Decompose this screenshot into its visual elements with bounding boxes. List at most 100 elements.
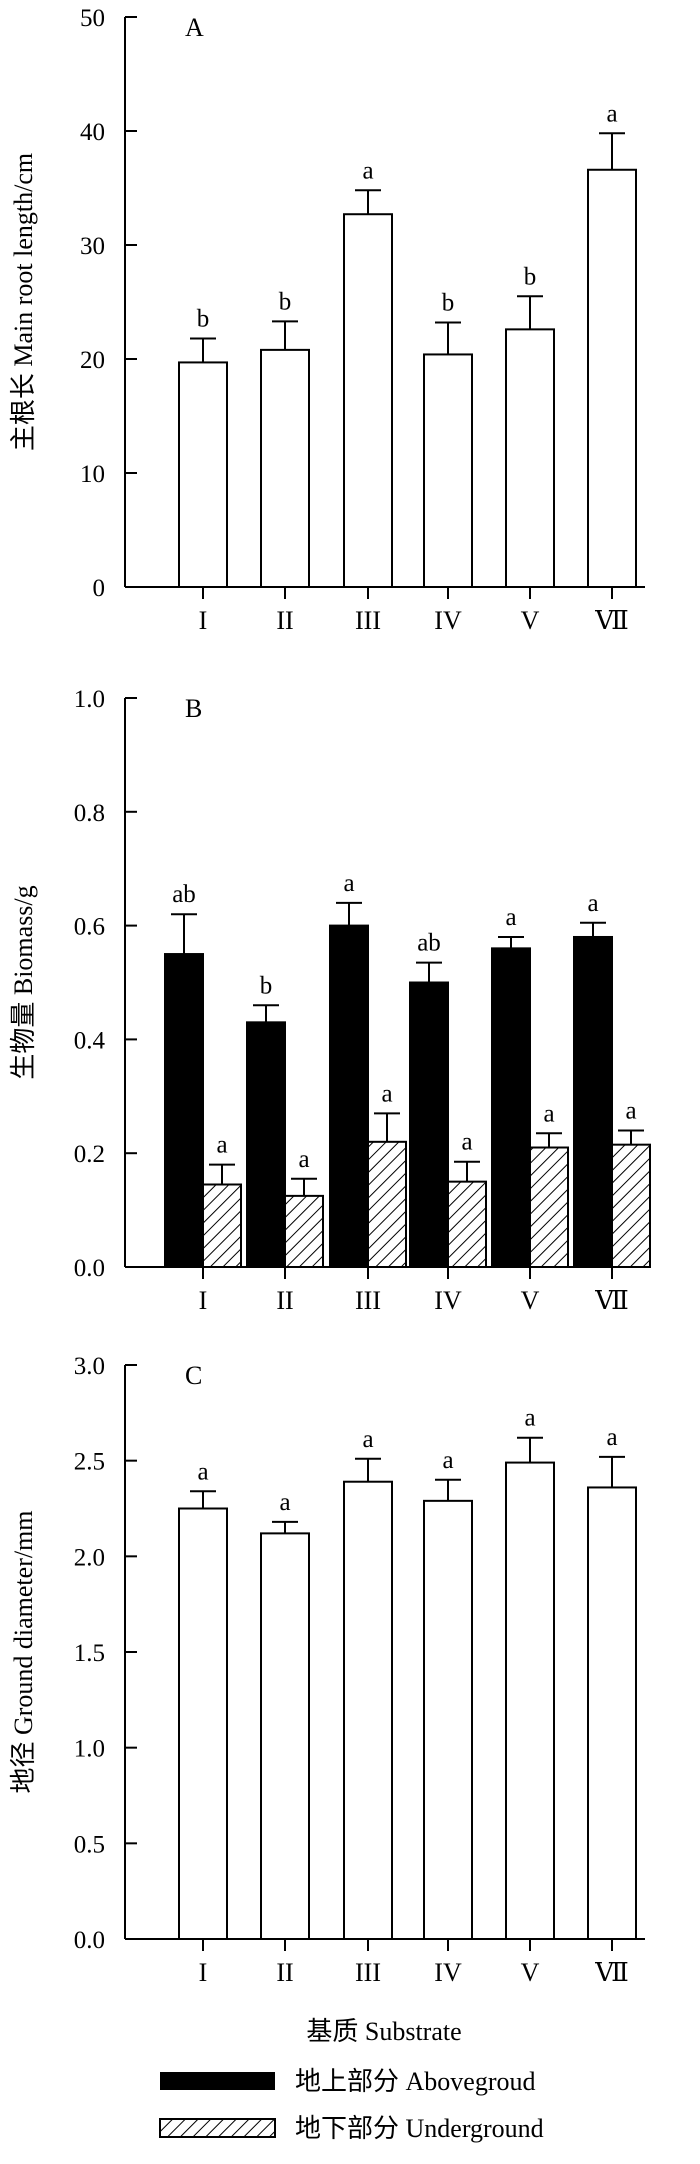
y-tick-label: 0.4 [74, 1027, 106, 1054]
significance-label: a [343, 870, 354, 897]
bar-v [505, 328, 555, 588]
significance-label: a [362, 157, 373, 184]
x-tick-label-ii: II [276, 606, 293, 635]
bar-underground-iv [447, 1180, 487, 1269]
bar-underground-iii [367, 1140, 407, 1268]
bar-i [178, 361, 228, 589]
significance-label: ab [172, 881, 196, 908]
y-tick-label: 1.5 [74, 1640, 105, 1667]
legend-swatch-aboveground [160, 2072, 275, 2090]
significance-label: a [461, 1129, 472, 1156]
y-tick-label: 40 [80, 119, 105, 146]
bar-ii [260, 1532, 310, 1940]
x-tick-label-i: I [199, 606, 208, 635]
y-tick-label: 2.0 [74, 1544, 105, 1571]
significance-label: a [442, 1447, 453, 1474]
significance-label: a [543, 1100, 554, 1127]
x-tick-label-iii: III [355, 1958, 381, 1987]
x-tick-label-iii: III [355, 1286, 381, 1315]
panel-label: C [185, 1361, 202, 1390]
bar-vii [587, 1486, 637, 1941]
y-tick-label: 0.5 [74, 1831, 105, 1858]
significance-label: a [587, 890, 598, 917]
y-tick-label: 1.0 [74, 1736, 105, 1763]
y-tick-label: 0 [93, 575, 106, 602]
significance-label: a [524, 1405, 535, 1432]
bar-underground-v [529, 1146, 569, 1269]
y-tick-label: 10 [80, 461, 105, 488]
legend-swatch-underground [159, 2118, 276, 2138]
bar-vii [587, 168, 637, 588]
x-tick-label-i: I [199, 1958, 208, 1987]
x-tick-label-iii: III [355, 606, 381, 635]
x-tick-label-ii: II [276, 1286, 293, 1315]
x-tick-label-iv: IV [434, 1286, 462, 1315]
bar-aboveground-ii [246, 1021, 286, 1269]
significance-label: b [279, 288, 292, 315]
significance-label: b [197, 305, 210, 332]
bar-ii [260, 348, 310, 588]
x-tick-label-iv: IV [434, 1958, 462, 1987]
y-axis-label: 生物量 Biomass/g [9, 885, 38, 1079]
significance-label: b [524, 263, 537, 290]
y-tick-label: 0.2 [74, 1141, 105, 1168]
bar-iv [423, 1499, 473, 1940]
significance-label: a [298, 1146, 309, 1173]
bar-underground-i [202, 1183, 242, 1268]
significance-label: a [197, 1458, 208, 1485]
y-tick-label: 50 [80, 5, 105, 32]
significance-label: a [216, 1132, 227, 1159]
x-tick-label-vii: Ⅶ [594, 1958, 629, 1987]
x-tick-label-iv: IV [434, 606, 462, 635]
bar-aboveground-iii [329, 924, 369, 1268]
panel-label: B [185, 694, 202, 723]
bar-aboveground-i [164, 953, 204, 1268]
significance-label: a [606, 1424, 617, 1451]
x-tick-label-ii: II [276, 1958, 293, 1987]
y-tick-label: 20 [80, 347, 105, 374]
x-tick-label-vii: Ⅶ [594, 1286, 629, 1315]
legend: 地上部分 Abovegroud 地下部分 Underground [159, 2067, 544, 2143]
bar-underground-vii [611, 1143, 651, 1269]
y-tick-label: 0.6 [74, 914, 105, 941]
y-tick-label: 0.0 [74, 1927, 105, 1954]
bar-i [178, 1507, 228, 1940]
bar-iii [343, 213, 393, 588]
y-tick-label: 3.0 [74, 1353, 105, 1380]
y-axis-label: 主根长 Main root length/cm [9, 153, 38, 451]
significance-label: b [442, 290, 455, 317]
bar-v [505, 1461, 555, 1940]
y-axis-label: 地径 Ground diameter/mm [9, 1510, 38, 1793]
y-tick-label: 0.8 [74, 800, 105, 827]
panel-label: A [185, 13, 204, 42]
significance-label: a [362, 1426, 373, 1453]
legend-label-underground: 地下部分 Underground [295, 2114, 544, 2143]
bar-iii [343, 1480, 393, 1941]
y-tick-label: 30 [80, 233, 105, 260]
x-tick-label-i: I [199, 1286, 208, 1315]
x-tick-label-vii: Ⅶ [594, 606, 629, 635]
significance-label: ab [417, 930, 441, 957]
significance-label: a [606, 100, 617, 127]
bar-iv [423, 353, 473, 588]
bar-aboveground-iv [409, 981, 449, 1268]
significance-label: a [279, 1489, 290, 1516]
y-tick-label: 0.0 [74, 1255, 105, 1282]
bar-underground-ii [284, 1194, 324, 1268]
x-tick-label-v: V [521, 606, 540, 635]
x-axis-label: 基质 Substrate [306, 2017, 461, 2046]
significance-label: a [505, 904, 516, 931]
bar-aboveground-v [491, 947, 531, 1268]
significance-label: b [260, 972, 273, 999]
bar-aboveground-vii [573, 935, 613, 1268]
x-tick-label-v: V [521, 1958, 540, 1987]
significance-label: a [381, 1080, 392, 1107]
y-tick-label: 2.5 [74, 1449, 105, 1476]
y-tick-label: 1.0 [74, 686, 105, 713]
significance-label: a [625, 1097, 636, 1124]
